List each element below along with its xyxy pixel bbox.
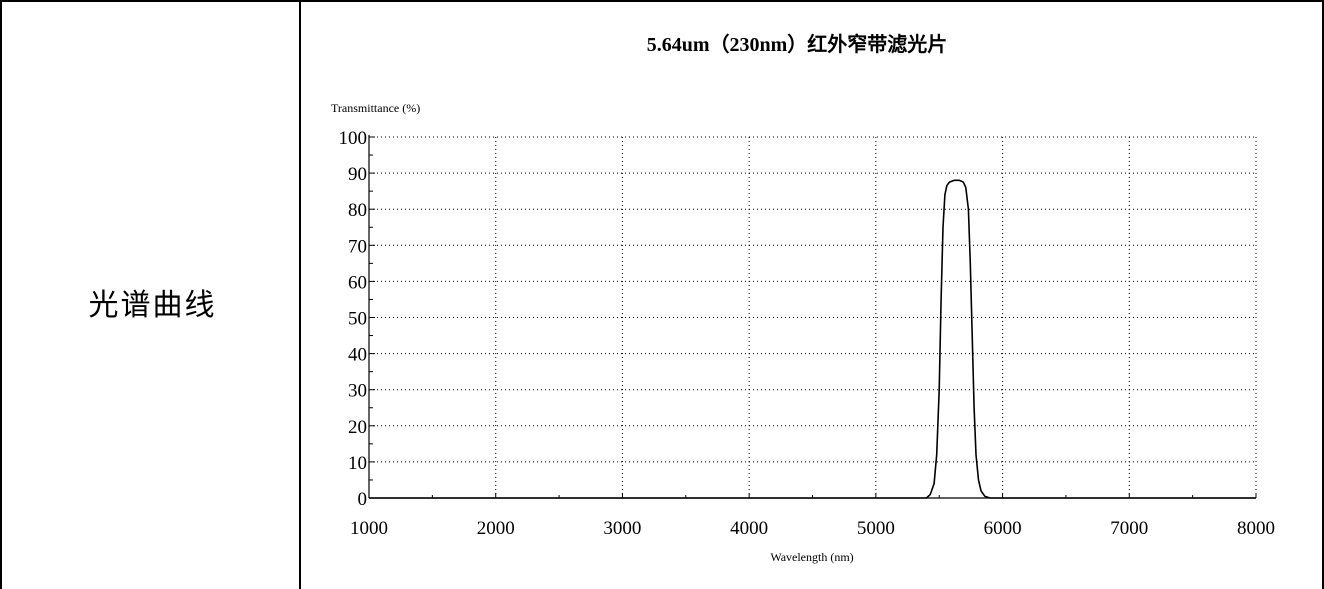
chart-cell	[301, 0, 1324, 589]
label-cell: 光谱曲线	[0, 0, 301, 589]
x-tick-label: 5000	[857, 518, 895, 539]
axes	[368, 135, 1257, 499]
y-tick-label: 100	[339, 128, 368, 149]
x-tick-label: 6000	[984, 518, 1022, 539]
x-tick-label: 1000	[350, 518, 388, 539]
x-axis-label: Wavelength (nm)	[770, 550, 853, 564]
transmittance-line	[369, 179, 1256, 499]
series	[369, 179, 1256, 499]
y-tick-label: 40	[348, 345, 367, 366]
x-tick-label: 3000	[603, 518, 641, 539]
x-tick-label: 8000	[1237, 518, 1275, 539]
y-tick-label: 70	[348, 236, 367, 257]
y-tick-label: 0	[358, 489, 368, 510]
y-tick-label: 60	[348, 272, 367, 293]
y-axis-label: Transmittance (%)	[331, 101, 420, 115]
y-tick-label: 10	[348, 453, 367, 474]
x-tick-label: 7000	[1110, 518, 1148, 539]
y-tick-label: 50	[348, 309, 367, 330]
chart-title: 5.64um（230nm）红外窄带滤光片	[647, 32, 948, 56]
row-label: 光谱曲线	[88, 288, 217, 323]
grid	[369, 136, 1257, 498]
x-tick-label: 4000	[730, 518, 768, 539]
x-tick-label: 2000	[477, 518, 515, 539]
y-tick-label: 20	[348, 417, 367, 438]
tick-labels: 0 10 20 30 40 50 60 70 80 90 100 1000 2000 3000 4000 50…	[339, 128, 1276, 539]
y-tick-label: 30	[348, 381, 367, 402]
y-tick-label: 80	[348, 200, 367, 221]
y-tick-label: 90	[348, 164, 367, 185]
